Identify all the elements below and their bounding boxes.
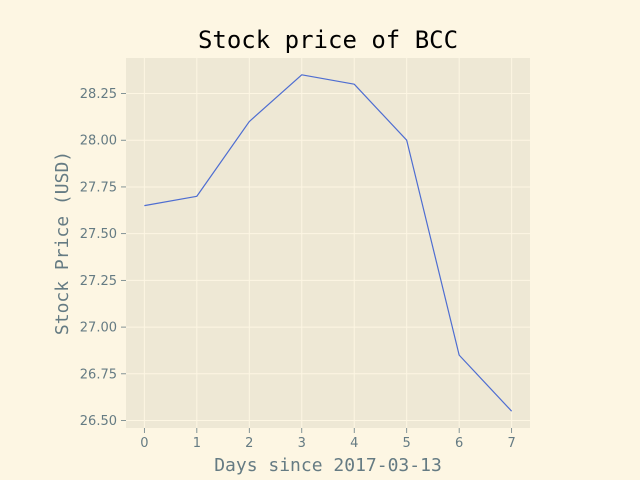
x-ticks: 0 1 2 3 4 5 6 7 <box>140 428 516 451</box>
y-tick-label: 27.25 <box>80 274 117 289</box>
y-tick-label: 27.50 <box>80 227 117 242</box>
x-tick-label: 0 <box>140 436 148 451</box>
data-point <box>458 354 461 357</box>
y-tick-label: 26.50 <box>80 414 117 429</box>
y-tick-label: 27.00 <box>80 321 117 336</box>
grid <box>126 58 530 428</box>
data-point <box>510 410 513 413</box>
y-tick-label: 28.00 <box>80 134 117 149</box>
y-axis-label: Stock Price (USD) <box>52 151 73 335</box>
y-tick-label: 28.25 <box>80 87 117 102</box>
y-tick-label: 27.75 <box>80 180 117 195</box>
data-point <box>300 73 303 76</box>
data-point <box>405 139 408 142</box>
data-point <box>195 195 198 198</box>
x-tick-label: 3 <box>298 436 306 451</box>
series-layer <box>143 73 513 413</box>
x-tick-label: 4 <box>350 436 358 451</box>
y-ticks: 26.50 26.75 27.00 27.25 27.50 27.75 28.00 28.25 <box>80 87 126 429</box>
x-tick-label: 2 <box>245 436 253 451</box>
price-line <box>144 74 513 412</box>
x-tick-label: 5 <box>403 436 411 451</box>
data-point <box>353 83 356 86</box>
data-point <box>248 120 251 123</box>
x-tick-label: 6 <box>455 436 463 451</box>
x-tick-label: 1 <box>193 436 201 451</box>
y-tick-label: 26.75 <box>80 367 117 382</box>
x-axis-label: Days since 2017-03-13 <box>214 455 442 476</box>
chart-title: Stock price of BCC <box>198 26 458 54</box>
x-tick-label: 7 <box>507 436 515 451</box>
plot-area <box>126 58 530 428</box>
data-point <box>143 204 146 207</box>
